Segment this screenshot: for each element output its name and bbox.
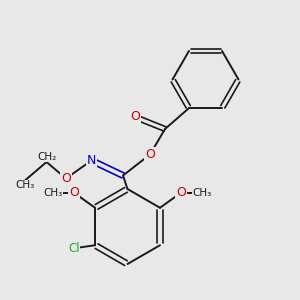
Text: CH₃: CH₃ bbox=[44, 188, 63, 198]
Text: CH₃: CH₃ bbox=[192, 188, 212, 198]
Text: Cl: Cl bbox=[68, 242, 80, 255]
Text: O: O bbox=[69, 186, 79, 199]
Text: CH₃: CH₃ bbox=[16, 180, 35, 190]
Text: O: O bbox=[176, 186, 186, 199]
Text: O: O bbox=[145, 148, 155, 161]
Text: O: O bbox=[130, 110, 140, 124]
Text: O: O bbox=[61, 172, 71, 185]
Text: N: N bbox=[87, 154, 96, 167]
Text: CH₂: CH₂ bbox=[37, 152, 56, 162]
